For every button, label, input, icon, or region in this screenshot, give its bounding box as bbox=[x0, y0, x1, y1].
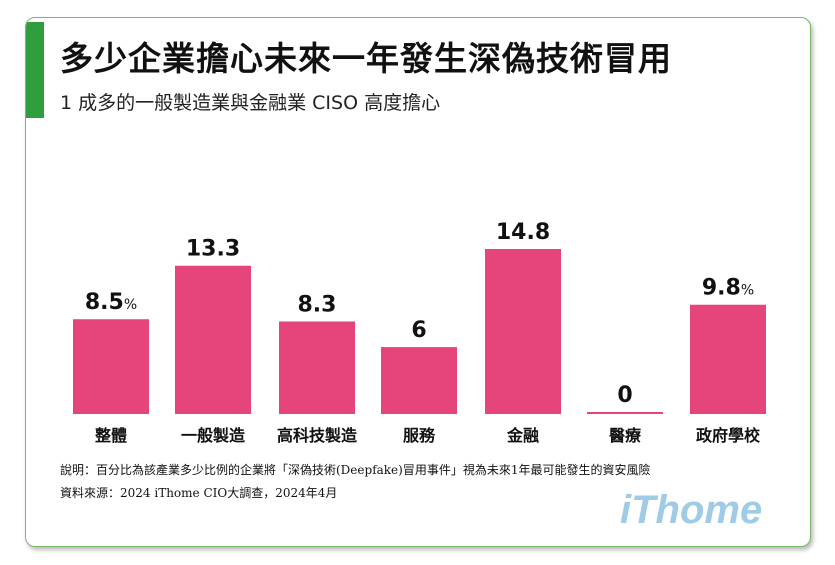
chart-title: 多少企業擔心未來一年發生深偽技術冒用 bbox=[60, 39, 672, 78]
note-source: 資料來源：2024 iThome CIO大調查，2024年4月 bbox=[60, 486, 338, 500]
note-description: 說明：百分比為該產業多少比例的企業將「深偽技術(Deepfake)冒用事件」視為… bbox=[60, 463, 651, 477]
value-label: 6 bbox=[411, 318, 426, 343]
chart-subtitle: 1 成多的一般製造業與金融業 CISO 高度擔心 bbox=[60, 92, 441, 114]
value-label: 8.5% bbox=[85, 290, 137, 315]
value-label: 13.3 bbox=[186, 237, 240, 262]
category-label: 政府學校 bbox=[696, 426, 761, 445]
bar bbox=[73, 319, 149, 414]
bar bbox=[175, 265, 251, 414]
bar bbox=[587, 412, 663, 414]
accent-bar bbox=[26, 22, 44, 118]
category-label: 高科技製造 bbox=[277, 426, 358, 445]
ithome-logo: iThome bbox=[620, 488, 763, 532]
bar-chart: 8.5% 整體 13.3 一般製造 8.3 高科技製造 6 服務 14.8 金融 0 醫療 9.8% 政府… bbox=[73, 220, 766, 445]
value-label: 0 bbox=[617, 383, 632, 408]
category-label: 服務 bbox=[403, 426, 436, 445]
category-label: 整體 bbox=[94, 426, 127, 445]
bar bbox=[279, 321, 355, 414]
value-label: 8.3 bbox=[298, 292, 337, 317]
chart-card: 多少企業擔心未來一年發生深偽技術冒用 1 成多的一般製造業與金融業 CISO 高… bbox=[25, 17, 811, 547]
category-label: 醫療 bbox=[609, 426, 642, 445]
category-label: 一般製造 bbox=[181, 426, 246, 445]
value-label: 9.8% bbox=[702, 276, 754, 301]
bar bbox=[485, 249, 561, 414]
value-label: 14.8 bbox=[496, 220, 550, 245]
category-label: 金融 bbox=[506, 426, 539, 445]
bar bbox=[690, 304, 766, 414]
bar bbox=[381, 347, 457, 414]
